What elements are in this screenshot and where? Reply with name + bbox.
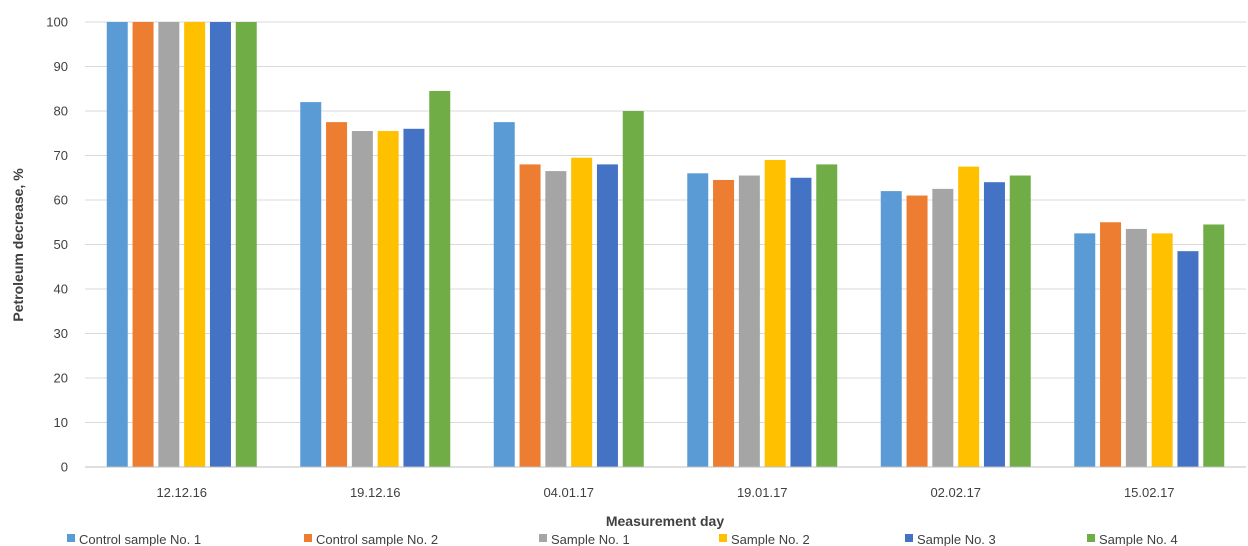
bar bbox=[816, 164, 838, 467]
bar bbox=[958, 166, 980, 467]
bar bbox=[764, 159, 786, 467]
legend-swatch bbox=[304, 534, 312, 542]
x-tick-label: 19.01.17 bbox=[737, 485, 788, 500]
bar bbox=[906, 195, 928, 468]
y-axis-tick-labels: 0 10 20 30 40 50 60 70 80 90 100 bbox=[46, 15, 68, 475]
x-tick-label: 04.01.17 bbox=[543, 485, 594, 500]
y-tick-label: 60 bbox=[54, 193, 68, 208]
bar bbox=[351, 131, 373, 467]
bar bbox=[519, 164, 541, 467]
bar bbox=[403, 128, 425, 468]
bar bbox=[571, 157, 593, 467]
legend: Control sample No. 1 Control sample No. 2… bbox=[67, 532, 1178, 546]
bar bbox=[158, 22, 180, 467]
bar bbox=[622, 111, 644, 467]
bar bbox=[1125, 228, 1147, 467]
y-tick-label: 10 bbox=[54, 415, 68, 430]
y-tick-label: 0 bbox=[61, 460, 68, 475]
legend-label: Control sample No. 2 bbox=[316, 532, 438, 546]
bar bbox=[596, 164, 618, 467]
bar bbox=[326, 122, 348, 467]
x-tick-label: 19.12.16 bbox=[350, 485, 401, 500]
x-tick-label: 02.02.17 bbox=[930, 485, 981, 500]
bar bbox=[545, 171, 567, 467]
legend-label: Sample No. 1 bbox=[551, 532, 630, 546]
legend-swatch bbox=[1087, 534, 1095, 542]
legend-label: Control sample No. 1 bbox=[79, 532, 201, 546]
x-axis-title: Measurement day bbox=[606, 513, 724, 529]
y-axis-title: Petroleum decrease, % bbox=[10, 168, 26, 322]
x-tick-label: 15.02.17 bbox=[1124, 485, 1175, 500]
y-tick-label: 100 bbox=[46, 15, 68, 30]
bar bbox=[932, 188, 954, 467]
y-tick-label: 30 bbox=[54, 326, 68, 341]
bar bbox=[713, 179, 735, 467]
y-tick-label: 80 bbox=[54, 104, 68, 119]
x-tick-label: 12.12.16 bbox=[156, 485, 207, 500]
bar bbox=[1203, 224, 1225, 467]
bar bbox=[300, 102, 322, 467]
bar bbox=[235, 22, 257, 467]
legend-swatch bbox=[67, 534, 75, 542]
bar bbox=[209, 22, 231, 467]
bar bbox=[377, 131, 399, 467]
legend-swatch bbox=[905, 534, 913, 542]
bar bbox=[880, 191, 902, 467]
bar bbox=[983, 182, 1005, 467]
bar bbox=[493, 122, 515, 467]
bar bbox=[687, 173, 709, 468]
y-tick-label: 70 bbox=[54, 148, 68, 163]
legend-swatch bbox=[539, 534, 547, 542]
bar bbox=[106, 22, 128, 467]
y-tick-label: 90 bbox=[54, 59, 68, 74]
bar bbox=[1074, 233, 1096, 467]
legend-label: Sample No. 4 bbox=[1099, 532, 1178, 546]
y-tick-label: 50 bbox=[54, 237, 68, 252]
legend-label: Sample No. 3 bbox=[917, 532, 996, 546]
legend-swatch bbox=[719, 534, 727, 542]
bar bbox=[132, 22, 154, 467]
bar bbox=[738, 175, 760, 467]
bar bbox=[1151, 233, 1173, 467]
y-tick-label: 40 bbox=[54, 282, 68, 297]
bar bbox=[1009, 175, 1031, 467]
gridlines bbox=[85, 21, 1246, 423]
bars bbox=[106, 22, 1225, 468]
bar bbox=[1100, 222, 1122, 467]
x-axis-tick-labels: 12.12.16 19.12.16 04.01.17 19.01.17 02.02.17… bbox=[156, 485, 1174, 500]
bar bbox=[184, 22, 206, 467]
y-tick-label: 20 bbox=[54, 371, 68, 386]
bar bbox=[790, 177, 812, 467]
legend-label: Sample No. 2 bbox=[731, 532, 810, 546]
bar bbox=[1177, 251, 1199, 467]
bar bbox=[429, 90, 451, 467]
